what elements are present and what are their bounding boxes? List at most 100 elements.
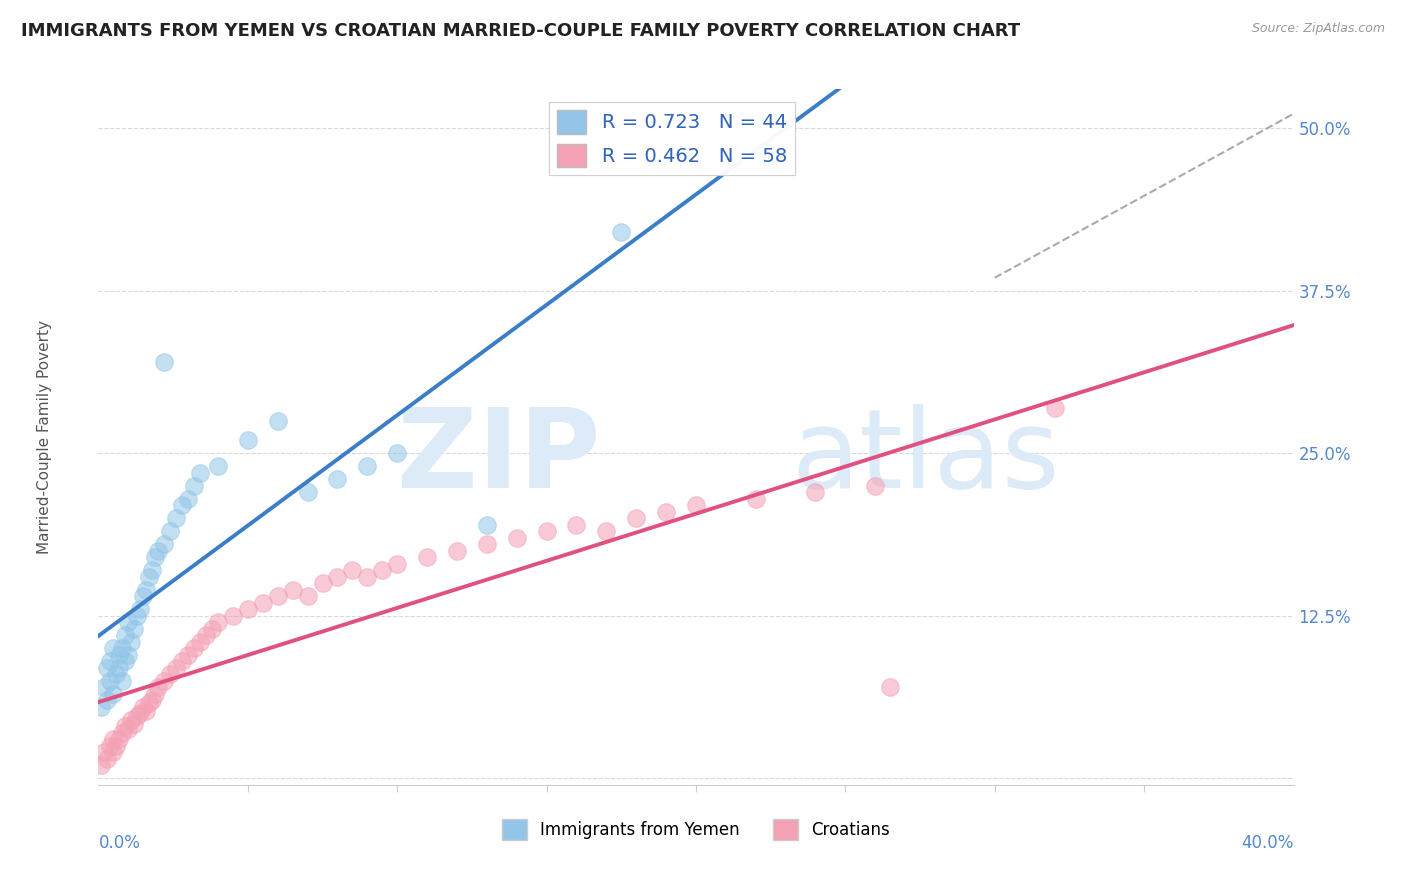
Point [267, 414, 290, 428]
Point [120, 635, 142, 649]
Point [114, 654, 136, 668]
Point [108, 732, 131, 747]
Point [103, 732, 125, 747]
Point [685, 499, 707, 513]
Point [804, 485, 827, 500]
Point [111, 726, 134, 740]
Point [626, 511, 648, 525]
Point [143, 550, 166, 565]
Point [132, 700, 155, 714]
Text: 0.0%: 0.0% [98, 834, 141, 852]
Point [177, 648, 200, 662]
Point [172, 499, 194, 513]
Point [356, 570, 378, 584]
Point [96, 693, 118, 707]
Point [135, 704, 157, 718]
Point [879, 681, 901, 695]
Point [127, 608, 149, 623]
Point [159, 667, 181, 681]
Point [108, 661, 131, 675]
Point [371, 563, 394, 577]
Point [96, 661, 118, 675]
Point [297, 485, 319, 500]
Point [111, 641, 134, 656]
Point [207, 615, 229, 630]
Point [135, 582, 157, 597]
Point [565, 517, 588, 532]
Point [98, 654, 122, 668]
Point [153, 537, 176, 551]
Point [141, 693, 163, 707]
Point [207, 459, 229, 474]
Point [1043, 401, 1066, 415]
Point [745, 491, 768, 506]
Point [108, 648, 131, 662]
Point [93, 746, 115, 760]
Point [326, 472, 349, 486]
Point [148, 544, 170, 558]
Point [111, 673, 134, 688]
Point [311, 576, 333, 591]
Point [105, 667, 128, 681]
Point [90, 700, 112, 714]
Point [297, 590, 319, 604]
Point [222, 608, 245, 623]
Point [114, 719, 136, 733]
Point [385, 446, 409, 460]
Text: Source: ZipAtlas.com: Source: ZipAtlas.com [1251, 22, 1385, 36]
Point [117, 722, 139, 736]
Point [183, 641, 205, 656]
Point [236, 602, 259, 616]
Point [865, 479, 887, 493]
Point [267, 590, 290, 604]
Point [143, 687, 166, 701]
Point [446, 544, 468, 558]
Point [188, 466, 211, 480]
Point [165, 511, 187, 525]
Point [475, 517, 498, 532]
Point [385, 557, 409, 571]
Point [90, 758, 112, 772]
Point [138, 570, 160, 584]
Point [129, 706, 152, 721]
Point [610, 225, 633, 239]
Point [153, 673, 176, 688]
Point [506, 531, 529, 545]
Point [124, 716, 146, 731]
Point [132, 590, 155, 604]
Point [416, 550, 439, 565]
Point [536, 524, 558, 539]
Point [159, 524, 181, 539]
Point [103, 641, 125, 656]
Point [96, 752, 118, 766]
Point [356, 459, 378, 474]
Text: 40.0%: 40.0% [1241, 834, 1294, 852]
Text: IMMIGRANTS FROM YEMEN VS CROATIAN MARRIED-COUPLE FAMILY POVERTY CORRELATION CHAR: IMMIGRANTS FROM YEMEN VS CROATIAN MARRIE… [21, 22, 1021, 40]
Point [117, 648, 139, 662]
Point [120, 713, 142, 727]
Point [188, 635, 211, 649]
Point [129, 602, 152, 616]
Point [326, 570, 349, 584]
Point [98, 673, 122, 688]
Point [165, 661, 187, 675]
Point [475, 537, 498, 551]
Point [114, 628, 136, 642]
Legend: R = 0.723   N = 44, R = 0.462   N = 58: R = 0.723 N = 44, R = 0.462 N = 58 [550, 103, 794, 175]
Point [183, 479, 205, 493]
Point [141, 563, 163, 577]
Point [595, 524, 617, 539]
Point [342, 563, 364, 577]
Point [103, 746, 125, 760]
Text: ZIP: ZIP [396, 404, 600, 511]
Text: Married-Couple Family Poverty: Married-Couple Family Poverty [37, 320, 52, 554]
Point [138, 696, 160, 710]
Point [252, 596, 274, 610]
Point [124, 622, 146, 636]
Point [236, 434, 259, 448]
Point [281, 582, 304, 597]
Point [201, 622, 224, 636]
Point [93, 681, 115, 695]
Point [153, 355, 176, 369]
Point [177, 491, 200, 506]
